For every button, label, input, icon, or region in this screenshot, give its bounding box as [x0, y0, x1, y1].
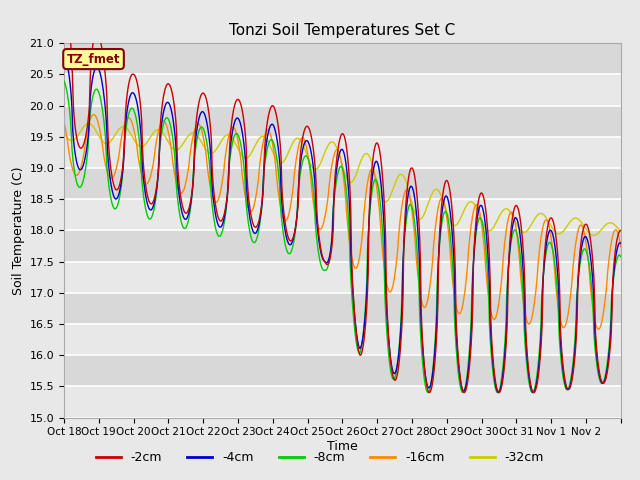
Bar — [64, 230, 621, 262]
Bar — [64, 293, 621, 324]
Text: TZ_fmet: TZ_fmet — [67, 53, 120, 66]
Legend: -2cm, -4cm, -8cm, -16cm, -32cm: -2cm, -4cm, -8cm, -16cm, -32cm — [91, 446, 549, 469]
Bar — [64, 168, 621, 199]
Bar — [64, 137, 621, 168]
X-axis label: Time: Time — [327, 440, 358, 453]
Bar — [64, 355, 621, 386]
Bar — [64, 106, 621, 137]
Bar — [64, 262, 621, 293]
Bar — [64, 386, 621, 418]
Bar — [64, 324, 621, 355]
Bar — [64, 74, 621, 106]
Bar — [64, 199, 621, 230]
Title: Tonzi Soil Temperatures Set C: Tonzi Soil Temperatures Set C — [229, 23, 456, 38]
Y-axis label: Soil Temperature (C): Soil Temperature (C) — [12, 166, 26, 295]
Bar — [64, 43, 621, 74]
